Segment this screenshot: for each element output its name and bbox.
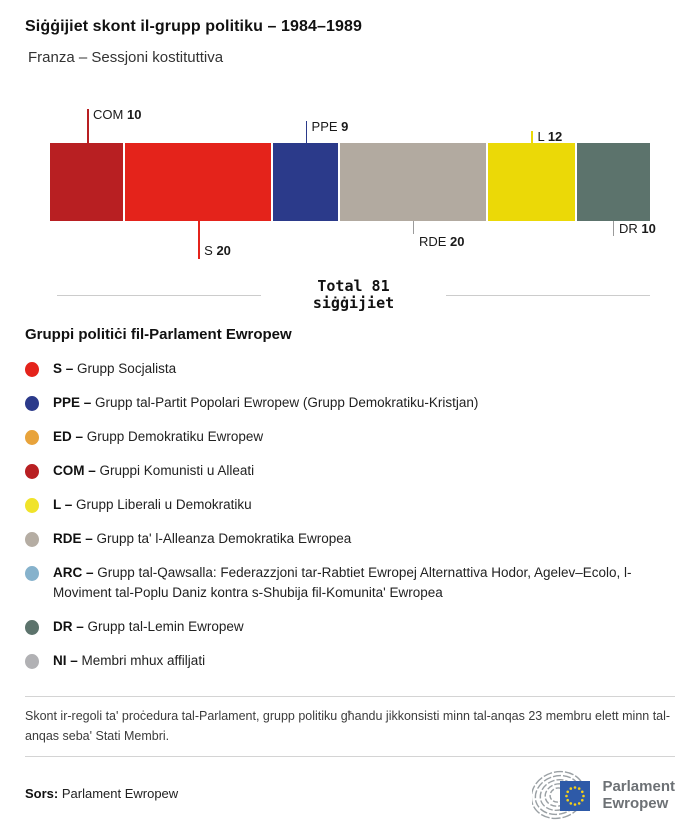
- legend-color-dot-icon: [25, 498, 39, 513]
- eu-stars: [565, 786, 586, 806]
- bar-segment-com: [50, 143, 123, 221]
- source-label: Sors:: [25, 785, 59, 801]
- callout-tick-l: [531, 131, 533, 143]
- footnote-rule-bottom: [25, 756, 675, 757]
- legend-color-dot-icon: [25, 566, 39, 581]
- page-title: Siġġijiet skont il-grupp politiku – 1984…: [25, 18, 363, 35]
- divider-line-left: [57, 294, 261, 296]
- legend-heading: Gruppi politiċi fil-Parlament Ewropew: [25, 326, 292, 343]
- ep-logo-line1: Parlament: [602, 778, 675, 795]
- legend-color-dot-icon: [25, 532, 39, 547]
- callout-tick-dr: [612, 221, 615, 236]
- legend-item-label: COM – Gruppi Komunisti u Alleati: [53, 463, 255, 478]
- legend-color-dot-icon: [25, 396, 39, 411]
- page-subtitle: Franza – Sessjoni kostituttiva: [28, 49, 224, 66]
- legend-color-dot-icon: [25, 430, 39, 445]
- bar-segment-s: [124, 143, 271, 221]
- total-divider: Total 81 siġġijiet: [57, 278, 650, 312]
- legend-item-ni: NI – Membri mhux affiljati: [25, 651, 675, 671]
- legend-item-label: S – Grupp Socjalista: [53, 361, 177, 376]
- legend-item-arc: ARC – Grupp tal-Qawsalla: Federazzjoni t…: [25, 563, 675, 603]
- legend-item-ppe: PPE – Grupp tal-Partit Popolari Ewropew …: [25, 393, 675, 413]
- stacked-bar: [50, 143, 650, 221]
- legend-item-label: RDE – Grupp ta' l-Alleanza Demokratika E…: [53, 531, 352, 546]
- legend-item-label: PPE – Grupp tal-Partit Popolari Ewropew …: [53, 395, 479, 410]
- callout-label-com: COM 10: [93, 107, 142, 122]
- callout-label-s: S 20: [204, 243, 231, 258]
- callout-tick-ppe: [305, 121, 308, 143]
- total-seats-label: Total 81 siġġijiet: [312, 277, 395, 312]
- ep-hemicycle-icon: [532, 770, 591, 820]
- bar-segment-rde: [340, 143, 486, 221]
- legend-item-com: COM – Gruppi Komunisti u Alleati: [25, 461, 675, 481]
- legend-color-dot-icon: [25, 362, 39, 377]
- legend-item-l: L – Grupp Liberali u Demokratiku: [25, 495, 675, 515]
- source-line: Sors: Parlament Ewropew: [25, 786, 178, 805]
- european-parliament-logo: Parlament Ewropew: [532, 769, 675, 821]
- legend-item-s: S – Grupp Socjalista: [25, 359, 675, 379]
- callout-label-l: L 12: [537, 129, 563, 144]
- footnote-text: Skont ir-regoli ta' proċedura tal-Parlam…: [25, 709, 671, 743]
- source-value: Parlament Ewropew: [58, 785, 179, 801]
- legend-item-label: ARC – Grupp tal-Qawsalla: Federazzjoni t…: [53, 565, 632, 600]
- legend-color-dot-icon: [25, 654, 39, 669]
- legend-item-dr: DR – Grupp tal-Lemin Ewropew: [25, 617, 675, 637]
- bar-segment-dr: [577, 143, 650, 221]
- callout-tick-rde: [412, 221, 415, 234]
- legend-item-label: NI – Membri mhux affiljati: [53, 653, 206, 668]
- divider-line-right: [446, 294, 650, 296]
- footnote-block: Skont ir-regoli ta' proċedura tal-Parlam…: [25, 696, 675, 757]
- legend-item-label: L – Grupp Liberali u Demokratiku: [53, 497, 252, 512]
- legend-item-rde: RDE – Grupp ta' l-Alleanza Demokratika E…: [25, 529, 675, 549]
- seat-chart: COM 10 S 20 PPE 9 RDE 20 L 12 DR 10: [50, 95, 656, 270]
- callout-tick-com: [87, 109, 89, 143]
- callout-label-ppe: PPE 9: [311, 119, 349, 134]
- bar-segment-ppe: [272, 143, 339, 221]
- legend-color-dot-icon: [25, 620, 39, 635]
- bar-segment-l: [487, 143, 576, 221]
- ep-logo-wordmark: Parlament Ewropew: [602, 778, 675, 812]
- footnote-rule-top: [25, 696, 675, 697]
- legend-item-label: DR – Grupp tal-Lemin Ewropew: [53, 619, 244, 634]
- legend-list: S – Grupp Socjalista PPE – Grupp tal-Par…: [25, 359, 675, 671]
- eu-flag-square: [560, 781, 591, 811]
- legend-color-dot-icon: [25, 464, 39, 479]
- legend-item-ed: ED – Grupp Demokratiku Ewropew: [25, 427, 675, 447]
- bottom-row: Sors: Parlament Ewropew: [25, 769, 675, 821]
- legend-item-label: ED – Grupp Demokratiku Ewropew: [53, 429, 264, 444]
- callout-label-dr: DR 10: [618, 221, 656, 236]
- callout-tick-s: [198, 221, 200, 259]
- ep-logo-line2: Ewropew: [602, 795, 669, 812]
- callout-label-rde: RDE 20: [418, 234, 465, 249]
- infographic: Siġġijiet skont il-grupp politiku – 1984…: [25, 18, 675, 821]
